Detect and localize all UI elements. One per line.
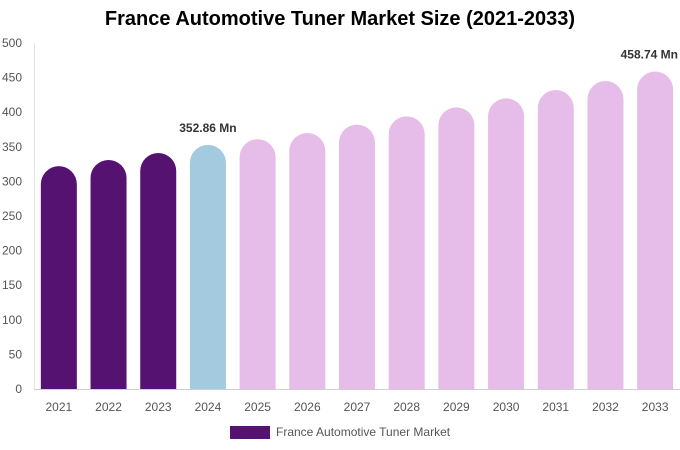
bar [140, 153, 177, 389]
x-tick-label: 2032 [592, 400, 619, 414]
y-tick-label: 0 [15, 382, 22, 396]
x-tick-label: 2025 [244, 400, 271, 414]
x-tick-label: 2033 [642, 400, 669, 414]
bar [289, 132, 326, 389]
y-tick-label: 50 [9, 347, 23, 361]
legend-label: France Automotive Tuner Market [276, 425, 451, 439]
y-tick-label: 200 [2, 244, 22, 258]
legend-swatch [230, 425, 270, 439]
x-tick-label: 2024 [195, 400, 222, 414]
bar [637, 71, 674, 390]
bar [239, 139, 276, 389]
y-tick-label: 100 [2, 313, 22, 327]
x-tick-label: 2031 [542, 400, 569, 414]
bar [438, 107, 475, 389]
x-tick-label: 2029 [443, 400, 470, 414]
data-label: 458.74 Mn [621, 48, 678, 62]
x-tick-label: 2022 [95, 400, 122, 414]
y-tick-label: 150 [2, 278, 22, 292]
y-tick-label: 450 [2, 71, 22, 85]
bar [488, 98, 525, 389]
y-tick-label: 250 [2, 209, 22, 223]
x-tick-label: 2030 [493, 400, 520, 414]
y-tick-label: 500 [2, 36, 22, 50]
y-tick-label: 400 [2, 105, 22, 119]
bar [587, 81, 624, 389]
x-tick-label: 2026 [294, 400, 321, 414]
bar [189, 144, 226, 389]
y-tick-label: 350 [2, 140, 22, 154]
legend: France Automotive Tuner Market [230, 425, 450, 439]
bar [388, 116, 425, 390]
bar [90, 159, 127, 389]
x-tick-label: 2027 [344, 400, 371, 414]
data-label: 352.86 Mn [179, 121, 236, 135]
bar [339, 124, 375, 389]
bar [40, 166, 77, 389]
x-tick-label: 2028 [393, 400, 420, 414]
bar [537, 90, 574, 390]
x-tick-label: 2023 [145, 400, 172, 414]
x-tick-label: 2021 [45, 400, 72, 414]
chart-title: France Automotive Tuner Market Size (202… [104, 8, 576, 30]
y-tick-label: 300 [2, 174, 22, 188]
